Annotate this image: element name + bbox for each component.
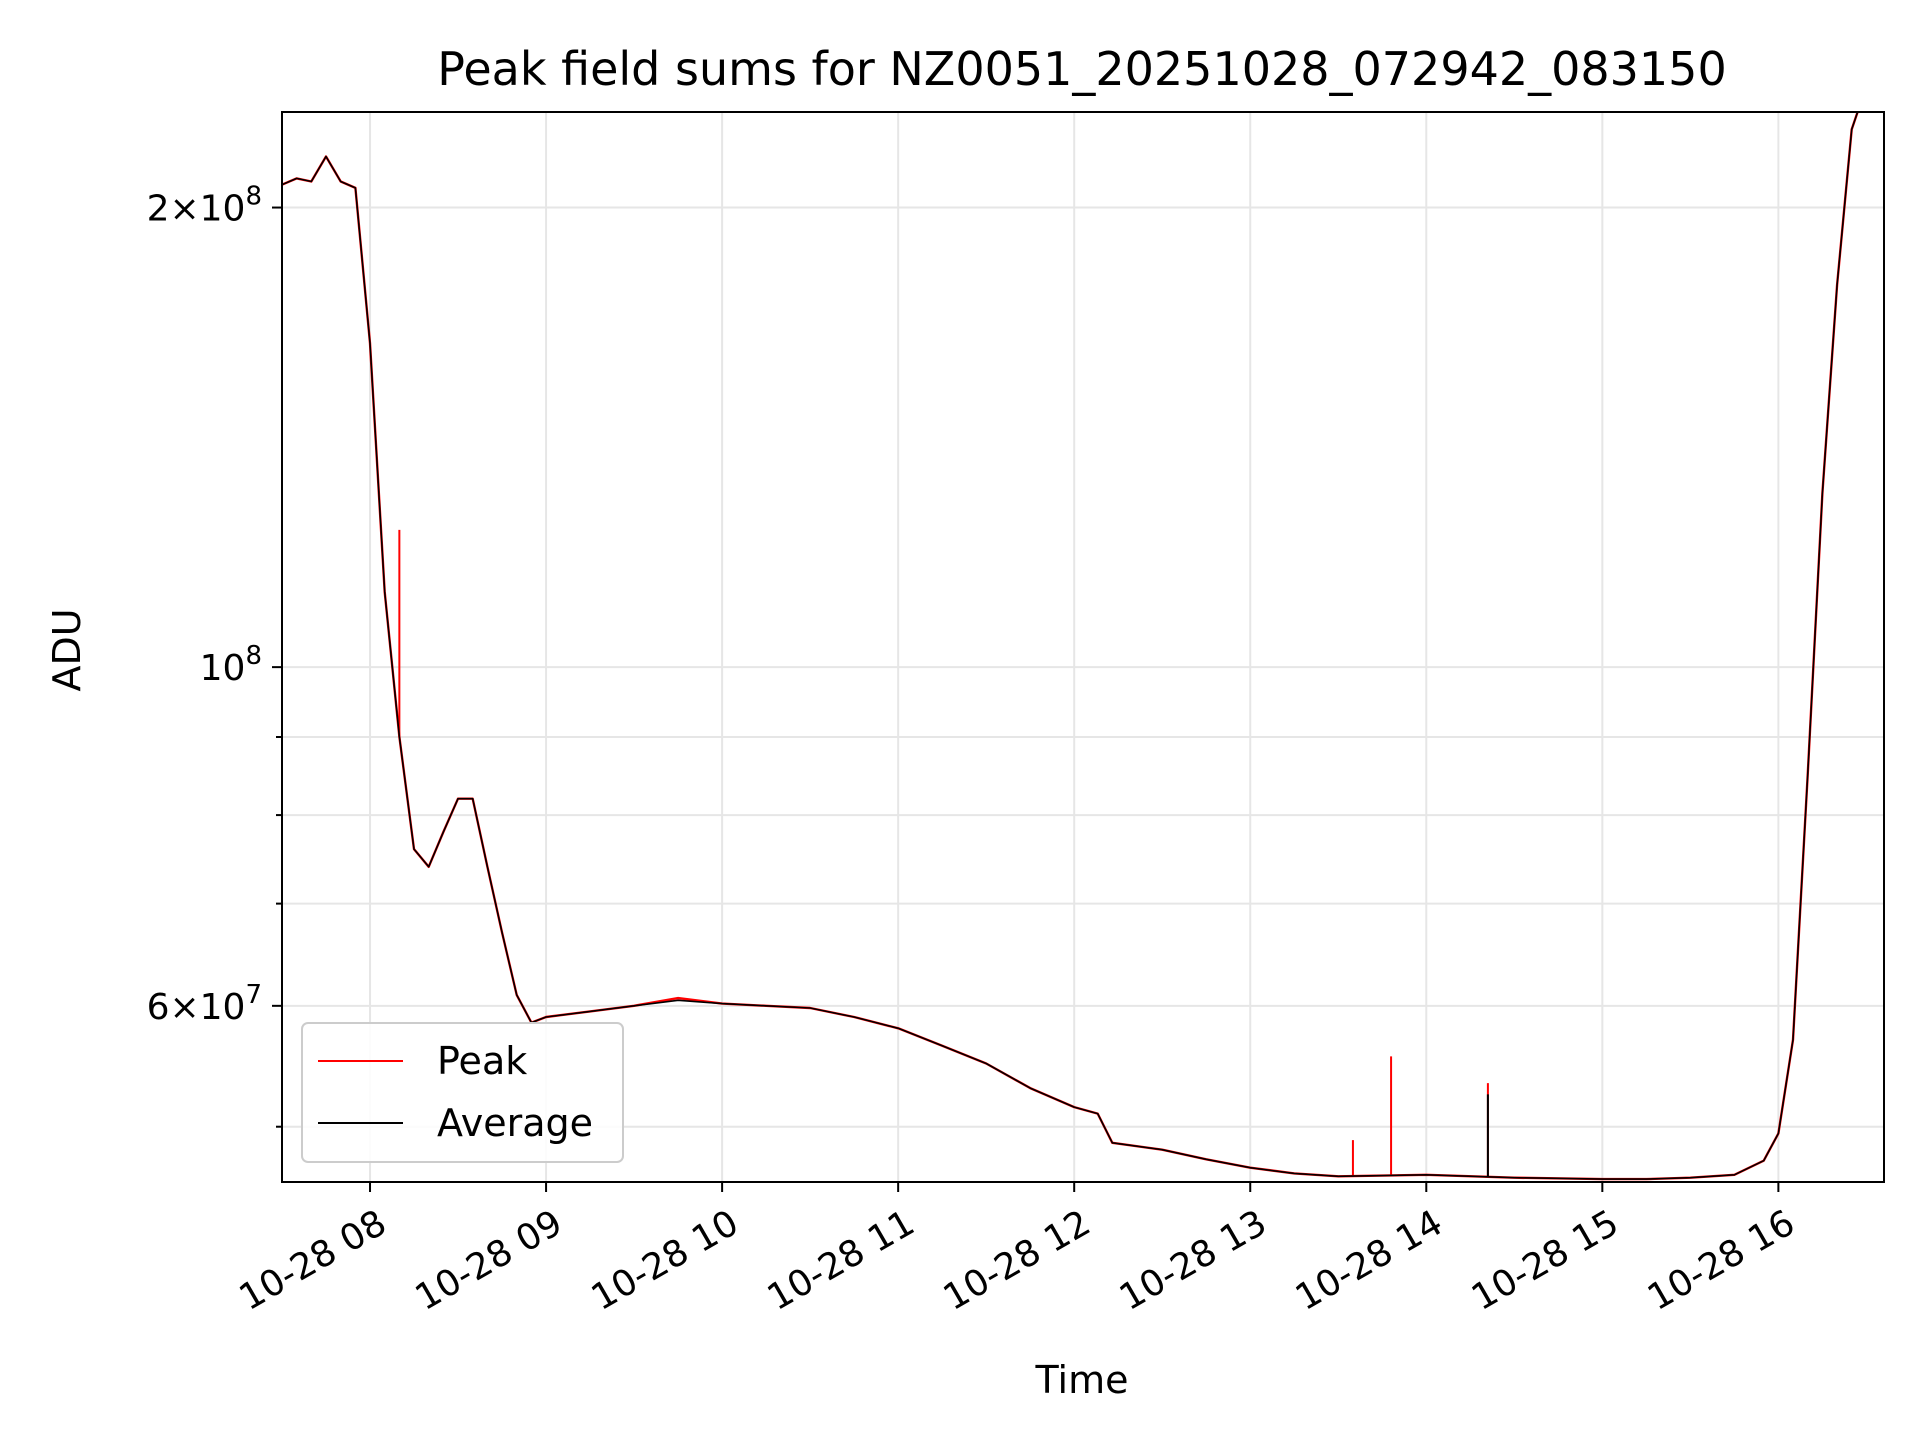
legend-box bbox=[301, 1022, 624, 1163]
y-tick-label: 108 bbox=[200, 641, 262, 689]
legend: Peak Average bbox=[301, 1022, 624, 1163]
series-layer bbox=[282, 112, 1859, 1181]
plot-frame bbox=[281, 111, 1885, 1183]
legend-label-average: Average bbox=[437, 1101, 593, 1145]
x-tick-label: 10-28 08 bbox=[233, 1202, 394, 1318]
x-tick-label: 10-28 10 bbox=[585, 1202, 746, 1318]
legend-label-peak: Peak bbox=[437, 1039, 527, 1083]
series-average bbox=[282, 112, 1859, 1180]
x-tick-label: 10-28 13 bbox=[1113, 1202, 1274, 1318]
x-tick-label: 10-28 11 bbox=[761, 1202, 922, 1318]
x-tick-label: 10-28 12 bbox=[937, 1202, 1098, 1318]
series-peak bbox=[282, 112, 1859, 1181]
x-axis-label: Time bbox=[1035, 1358, 1129, 1402]
y-tick-label: 2×108 bbox=[147, 182, 262, 230]
chart-title: Peak field sums for NZ0051_20251028_0729… bbox=[437, 42, 1726, 96]
y-tick-label: 6×107 bbox=[147, 980, 262, 1028]
grid bbox=[282, 112, 1884, 1182]
x-tick-label: 10-28 14 bbox=[1289, 1202, 1450, 1318]
series-line-peak bbox=[282, 112, 1859, 1181]
y-axis-label: ADU bbox=[45, 608, 89, 691]
x-tick-label: 10-28 09 bbox=[409, 1202, 570, 1318]
x-tick-label: 10-28 15 bbox=[1465, 1202, 1626, 1318]
series-line-average bbox=[282, 112, 1859, 1180]
x-tick-label: 10-28 16 bbox=[1641, 1202, 1802, 1318]
